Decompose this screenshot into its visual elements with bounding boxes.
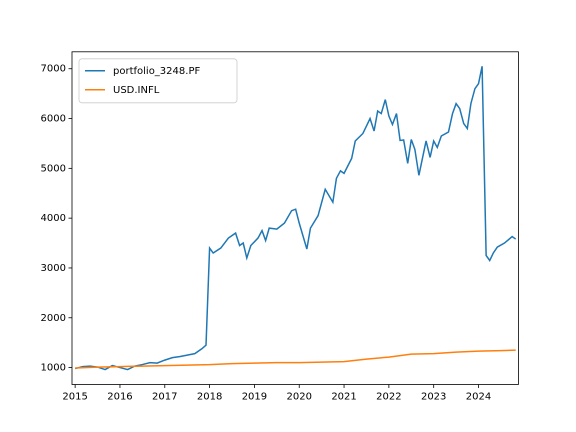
y-tick-label: 1000 xyxy=(41,363,66,374)
x-tick-label: 2023 xyxy=(421,392,446,403)
legend: portfolio_3248.PF USD.INFL xyxy=(78,58,238,104)
y-tick-label: 5000 xyxy=(41,163,66,174)
y-tick-label: 3000 xyxy=(41,263,66,274)
x-tick-label: 2020 xyxy=(287,392,312,403)
axes-frame xyxy=(71,51,519,385)
x-tick-label: 2022 xyxy=(376,392,401,403)
y-tick-label: 2000 xyxy=(41,313,66,324)
legend-label: USD.INFL xyxy=(113,85,160,96)
x-tick-label: 2019 xyxy=(242,392,267,403)
y-tick-label: 7000 xyxy=(41,64,66,75)
x-tick-label: 2017 xyxy=(152,392,177,403)
x-tick-label: 2021 xyxy=(331,392,356,403)
legend-label: portfolio_3248.PF xyxy=(113,66,200,77)
x-tick-label: 2015 xyxy=(62,392,87,403)
x-tick-label: 2024 xyxy=(466,392,491,403)
y-tick-label: 6000 xyxy=(41,114,66,125)
legend-box xyxy=(78,58,238,104)
series-line xyxy=(75,349,516,369)
series-line xyxy=(74,66,517,371)
y-tick-label: 4000 xyxy=(41,213,66,224)
x-tick-label: 2018 xyxy=(197,392,222,403)
x-tick-label: 2016 xyxy=(107,392,132,403)
